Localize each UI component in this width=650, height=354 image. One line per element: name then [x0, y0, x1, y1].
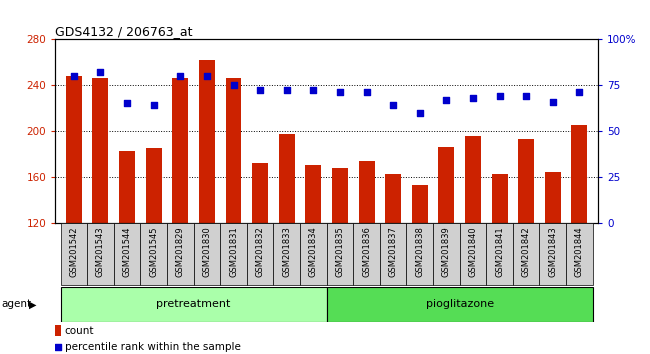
Point: [547, 99, 558, 104]
Point: [175, 73, 185, 79]
Text: GSM201831: GSM201831: [229, 226, 238, 277]
Bar: [306, 166, 321, 354]
Text: GDS4132 / 206763_at: GDS4132 / 206763_at: [55, 25, 193, 38]
Text: GSM201841: GSM201841: [495, 226, 504, 277]
Text: GSM201830: GSM201830: [202, 226, 211, 277]
Text: GSM201837: GSM201837: [389, 226, 398, 277]
Text: GSM201838: GSM201838: [415, 226, 424, 277]
Bar: [194, 223, 220, 285]
Bar: [385, 173, 401, 354]
Bar: [460, 223, 486, 285]
Text: GSM201829: GSM201829: [176, 226, 185, 277]
Bar: [60, 223, 87, 285]
Bar: [66, 76, 82, 354]
Bar: [146, 148, 162, 354]
Text: GSM201840: GSM201840: [469, 226, 478, 277]
Bar: [326, 223, 353, 285]
Text: agent: agent: [1, 299, 31, 309]
Text: GSM201842: GSM201842: [522, 226, 530, 277]
Point: [521, 93, 531, 99]
Bar: [172, 78, 188, 354]
Point: [441, 97, 452, 103]
Point: [228, 82, 239, 88]
Bar: [380, 223, 406, 285]
Bar: [199, 59, 215, 354]
Bar: [411, 185, 428, 354]
Bar: [491, 173, 508, 354]
Text: GSM201843: GSM201843: [548, 226, 557, 277]
Bar: [92, 78, 109, 354]
Bar: [119, 150, 135, 354]
Bar: [566, 223, 593, 285]
Point: [495, 93, 505, 99]
Bar: [518, 139, 534, 354]
Bar: [540, 223, 566, 285]
Point: [574, 90, 584, 95]
Point: [415, 110, 425, 115]
Text: GSM201834: GSM201834: [309, 226, 318, 277]
Bar: [433, 223, 460, 285]
Point: [281, 88, 292, 93]
Bar: [167, 223, 194, 285]
Text: GSM201835: GSM201835: [335, 226, 345, 277]
Bar: [359, 161, 374, 354]
Point: [69, 73, 79, 79]
Bar: [226, 78, 242, 354]
Point: [308, 88, 318, 93]
Bar: [326, 287, 593, 322]
Point: [148, 102, 159, 108]
Text: GSM201832: GSM201832: [255, 226, 265, 277]
Bar: [140, 223, 167, 285]
Bar: [545, 172, 561, 354]
Text: ▶: ▶: [29, 299, 36, 309]
Bar: [60, 287, 327, 322]
Text: percentile rank within the sample: percentile rank within the sample: [65, 342, 240, 352]
Point: [202, 73, 212, 79]
Bar: [513, 223, 540, 285]
Bar: [353, 223, 380, 285]
Point: [361, 90, 372, 95]
Point: [122, 101, 133, 106]
Text: GSM201542: GSM201542: [70, 226, 79, 276]
Text: GSM201544: GSM201544: [123, 226, 131, 276]
Bar: [279, 135, 294, 354]
Text: GSM201839: GSM201839: [442, 226, 451, 277]
Bar: [87, 223, 114, 285]
Bar: [274, 223, 300, 285]
Bar: [300, 223, 327, 285]
Text: count: count: [65, 326, 94, 336]
Point: [388, 102, 398, 108]
Point: [255, 88, 265, 93]
Text: pioglitazone: pioglitazone: [426, 299, 494, 309]
Bar: [252, 163, 268, 354]
Point: [53, 344, 64, 350]
Bar: [406, 223, 433, 285]
Text: GSM201844: GSM201844: [575, 226, 584, 277]
Bar: [55, 325, 61, 336]
Bar: [465, 136, 481, 354]
Point: [468, 95, 478, 101]
Bar: [571, 125, 588, 354]
Text: pretreatment: pretreatment: [157, 299, 231, 309]
Point: [335, 90, 345, 95]
Bar: [220, 223, 247, 285]
Bar: [438, 147, 454, 354]
Point: [96, 69, 106, 75]
Text: GSM201833: GSM201833: [282, 226, 291, 277]
Bar: [332, 168, 348, 354]
Bar: [486, 223, 513, 285]
Bar: [114, 223, 140, 285]
Text: GSM201543: GSM201543: [96, 226, 105, 277]
Text: GSM201545: GSM201545: [150, 226, 158, 276]
Text: GSM201836: GSM201836: [362, 226, 371, 277]
Bar: [247, 223, 274, 285]
